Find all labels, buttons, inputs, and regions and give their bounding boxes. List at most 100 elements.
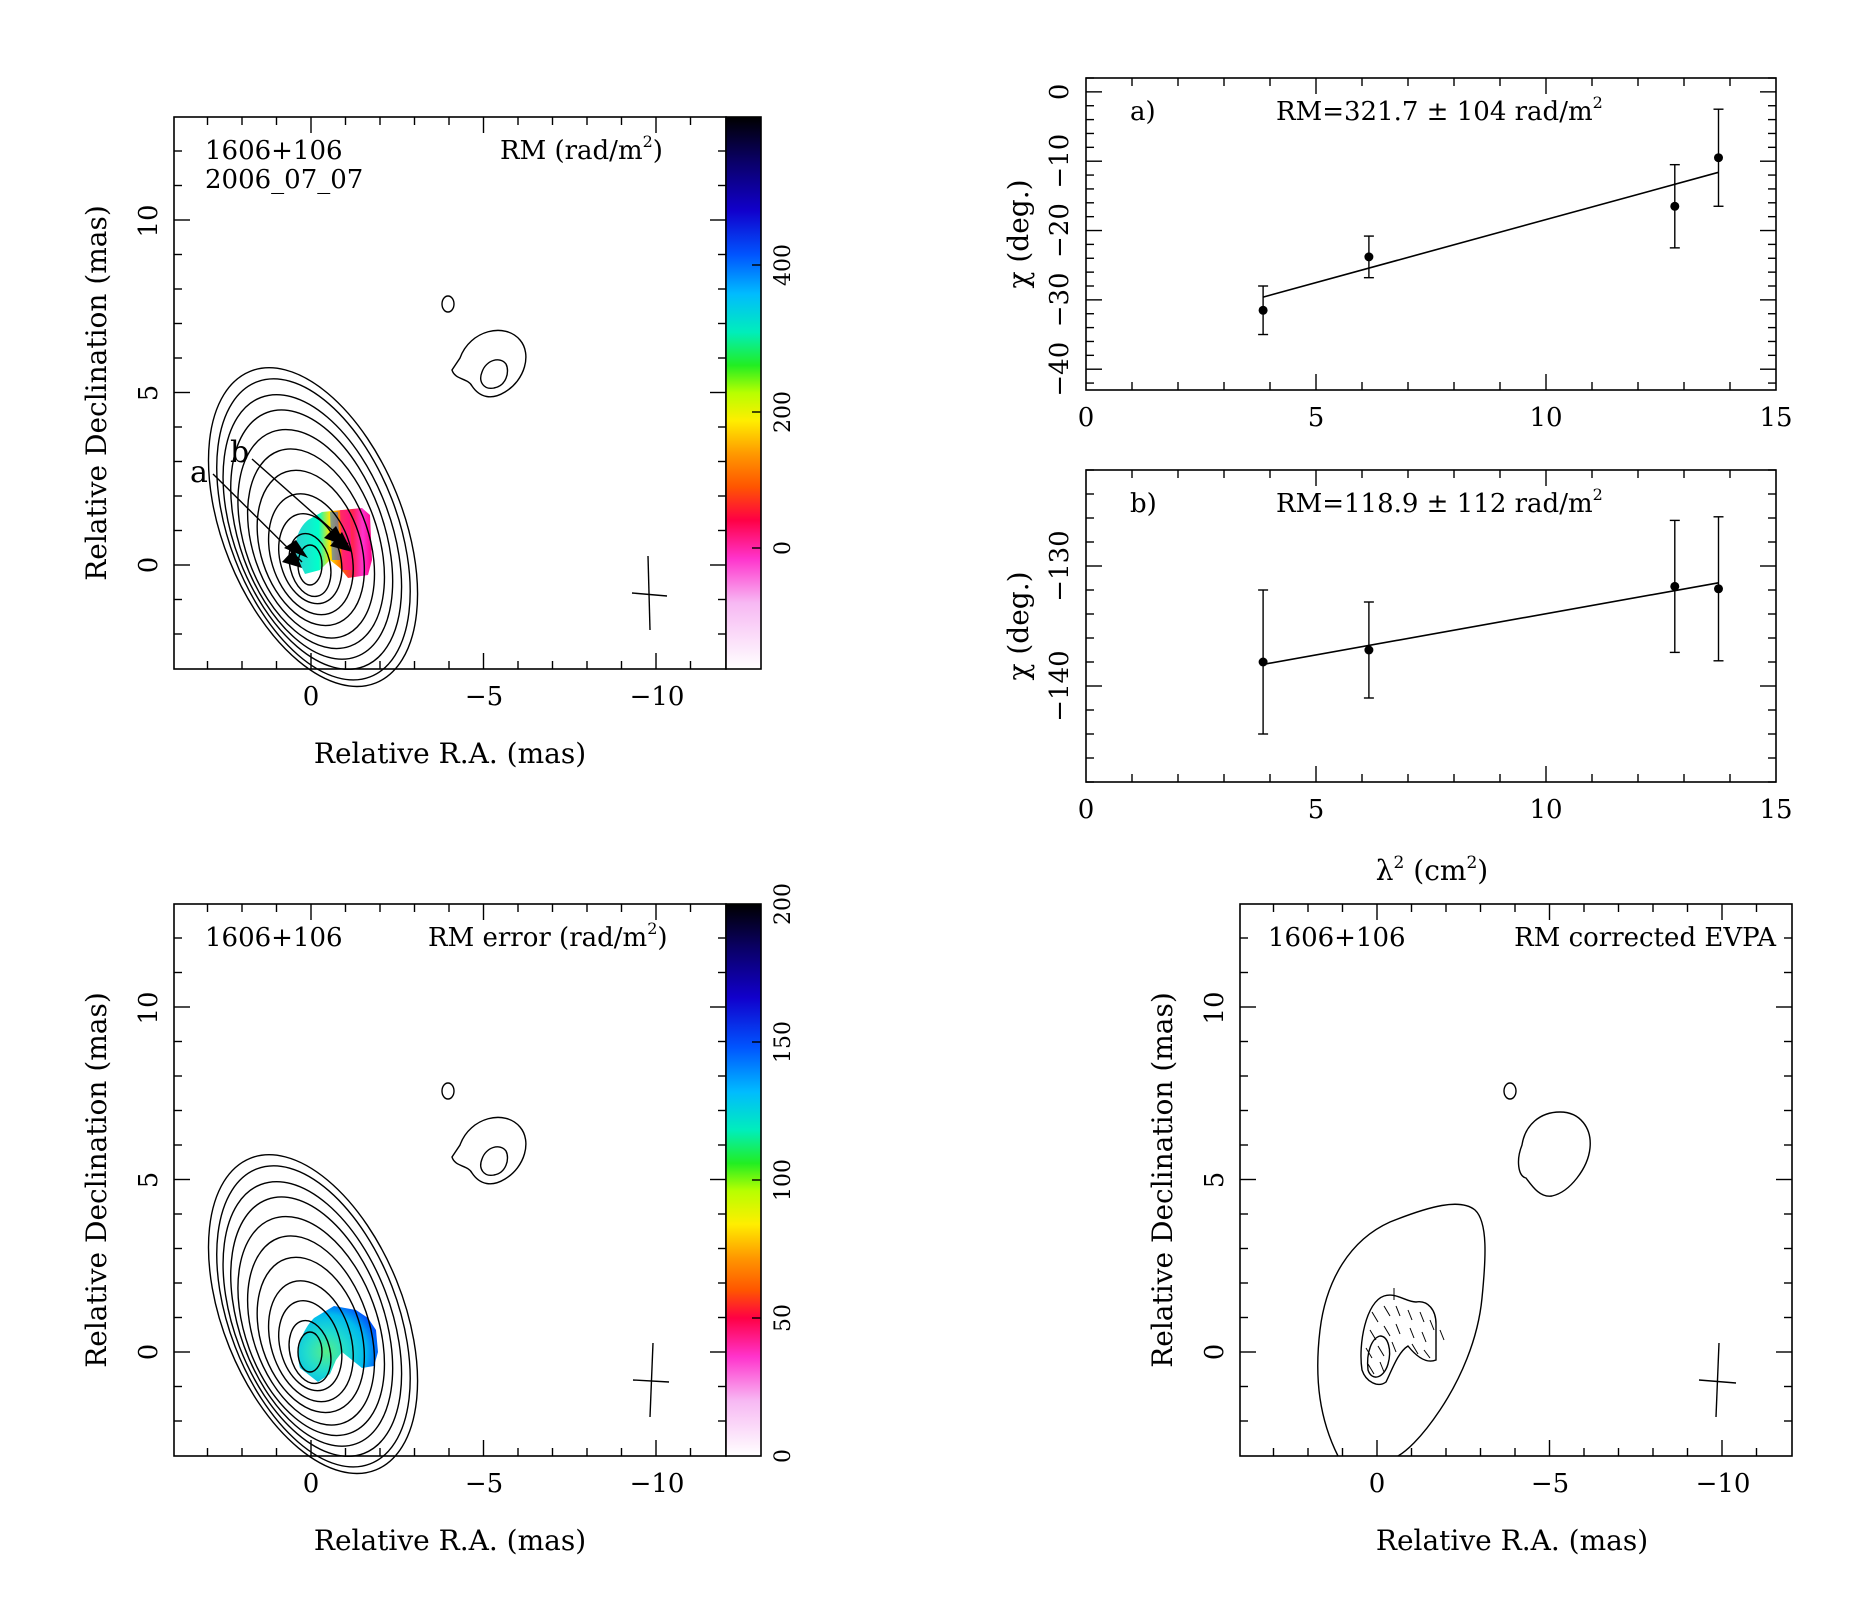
annotation-arrows (212, 458, 352, 568)
rm-map-xlabel: Relative R.A. (mas) (314, 737, 586, 770)
rm-error-color-blob (298, 1306, 378, 1382)
fit-b-marks: 0 5 10 15 −130 −140 (1045, 469, 1793, 825)
fit-line (1262, 582, 1719, 666)
arrow-label-b: b (230, 435, 249, 470)
fit-xtick-label: 10 (1529, 403, 1562, 433)
rm-map-ticks (174, 117, 726, 669)
rm-colorbar-tick-0: 0 (771, 541, 796, 555)
rm-map-xtick-0: 0 (303, 682, 320, 712)
rm-error-map-xlabel: Relative R.A. (mas) (314, 1524, 586, 1557)
fit-xtick-label: 10 (1529, 795, 1562, 825)
fit-a-rm-annotation: RM=321.7 ± 104 rad/m2 (1276, 93, 1603, 127)
rm-error-colorbar-tick-150: 150 (771, 1021, 796, 1063)
evpa-map-xtick-2: −10 (1696, 1469, 1751, 1499)
rm-error-map-ytick-1: 5 (134, 1172, 164, 1189)
fit-a-marks: 0 5 10 15 0 −10 −20 −30 −40 (1045, 77, 1793, 433)
data-point (1364, 252, 1374, 262)
rm-colorbar (725, 116, 762, 670)
fit-b-ylabel: χ (deg.) (1002, 571, 1035, 680)
fit-ytick-label: 0 (1045, 84, 1075, 101)
fit-xtick-label: 5 (1308, 403, 1325, 433)
rm-error-colorbar-tick-200: 200 (771, 883, 796, 925)
fit-ytick-label: −20 (1045, 203, 1075, 258)
evpa-map-xlabel: Relative R.A. (mas) (1376, 1524, 1648, 1557)
fit-xtick-label: 5 (1308, 795, 1325, 825)
evpa-map-ticks (1240, 904, 1792, 1456)
fit-a-frame (1085, 77, 1777, 391)
rm-map-epoch: 2006_07_07 (205, 165, 363, 195)
rm-error-map-ticks (174, 904, 726, 1456)
evpa-map-ytick-2: 10 (1200, 991, 1230, 1024)
evpa-outer-contour (1317, 1203, 1486, 1457)
fit-ytick-label: −140 (1045, 650, 1075, 721)
fit-ytick-label: −130 (1045, 530, 1075, 601)
fit-ytick-label: −30 (1045, 272, 1075, 327)
evpa-map-source: 1606+106 (1268, 923, 1406, 953)
rm-map-frame (173, 116, 727, 670)
rm-map-ytick-2: 10 (134, 204, 164, 237)
evpa-map-quantity: RM corrected EVPA (1514, 923, 1777, 953)
fit-a-panel-label: a) (1130, 97, 1156, 127)
fit-ytick-label: −40 (1045, 342, 1075, 397)
rm-error-map-quantity: RM error (rad/m2) (428, 919, 668, 953)
rm-colorbar-ticks (752, 264, 761, 549)
evpa-map-frame (1239, 903, 1793, 1457)
fit-b-panel-label: b) (1130, 489, 1157, 519)
fit-b-frame (1085, 469, 1777, 783)
evpa-map-ytick-0: 0 (1200, 1344, 1230, 1361)
evpa-map-panel: 1606+106 RM corrected EVPA 0 −5 −10 0 5 … (1146, 903, 1793, 1557)
rm-error-map-ytick-0: 0 (134, 1344, 164, 1361)
rm-error-map-xtick-2: −10 (630, 1469, 685, 1499)
fit-a-ylabel: χ (deg.) (1002, 179, 1035, 288)
arrow-label-a: a (190, 455, 208, 490)
data-point (1714, 153, 1723, 163)
beam-cross-icon (632, 1342, 670, 1418)
data-point (1670, 581, 1680, 591)
rm-map-panel: a b 1606+106 2006_07_07 RM (rad/m2) 0 −5… (80, 116, 796, 770)
rm-error-map-frame (173, 903, 727, 1457)
data-point (1258, 305, 1268, 315)
beam-cross-icon (1698, 1342, 1737, 1418)
data-point (1364, 645, 1374, 655)
fit-xtick-label: 0 (1078, 795, 1095, 825)
data-point (1714, 584, 1723, 594)
rm-map-ytick-1: 5 (134, 385, 164, 402)
data-point (1258, 657, 1268, 667)
rm-error-colorbar-tick-100: 100 (771, 1159, 796, 1201)
fits-xlabel: λ2 (cm2) (1376, 853, 1488, 887)
evpa-jet-knot-contours (1503, 1082, 1591, 1197)
data-point (1670, 201, 1680, 211)
rm-error-map-ylabel: Relative Declination (mas) (80, 992, 113, 1368)
rm-error-colorbar-tick-50: 50 (771, 1304, 796, 1332)
evpa-map-xtick-0: 0 (1369, 1469, 1386, 1499)
rm-error-map-xtick-1: −5 (465, 1469, 503, 1499)
rm-error-jet-knot-contours (441, 1082, 527, 1185)
rm-jet-knot-contours (441, 295, 527, 398)
fit-xtick-label: 15 (1759, 795, 1792, 825)
evpa-map-ytick-1: 5 (1200, 1172, 1230, 1189)
rm-error-map-panel: 1606+106 RM error (rad/m2) 0 −5 −10 0 5 … (80, 883, 796, 1557)
rm-fit-b-panel: 0 5 10 15−130−140 b) RM=118.9 ± 112 rad/m2 … (1002, 469, 1793, 825)
rm-map-xtick-1: −5 (465, 682, 503, 712)
fit-ytick-label: −10 (1045, 134, 1075, 189)
rm-error-map-xtick-0: 0 (303, 1469, 320, 1499)
rm-error-map-source: 1606+106 (205, 923, 343, 953)
evpa-map-ylabel: Relative Declination (mas) (1146, 992, 1179, 1368)
evpa-polarization-region (1360, 1288, 1445, 1386)
rm-map-xtick-2: −10 (630, 682, 685, 712)
rm-map-quantity: RM (rad/m2) (500, 132, 663, 166)
rm-map-source: 1606+106 (205, 136, 343, 166)
rm-fit-a-panel: 0 5 10 15 0 −10 −20 −30 −40 a) RM=321.7 ± 104 ra… (1002, 77, 1793, 433)
rm-map-ylabel: Relative Declination (mas) (80, 205, 113, 581)
fit-line (1262, 171, 1719, 298)
rm-error-map-ytick-2: 10 (134, 991, 164, 1024)
rm-error-colorbar-tick-0: 0 (771, 1449, 796, 1463)
evpa-map-xtick-1: −5 (1531, 1469, 1569, 1499)
fit-xtick-label: 15 (1759, 403, 1792, 433)
beam-cross-icon (631, 555, 668, 631)
rm-error-contours (207, 1154, 419, 1475)
rm-map-ytick-0: 0 (134, 557, 164, 574)
fit-xtick-label: 0 (1078, 403, 1095, 433)
rm-colorbar-tick-400: 400 (771, 244, 796, 286)
